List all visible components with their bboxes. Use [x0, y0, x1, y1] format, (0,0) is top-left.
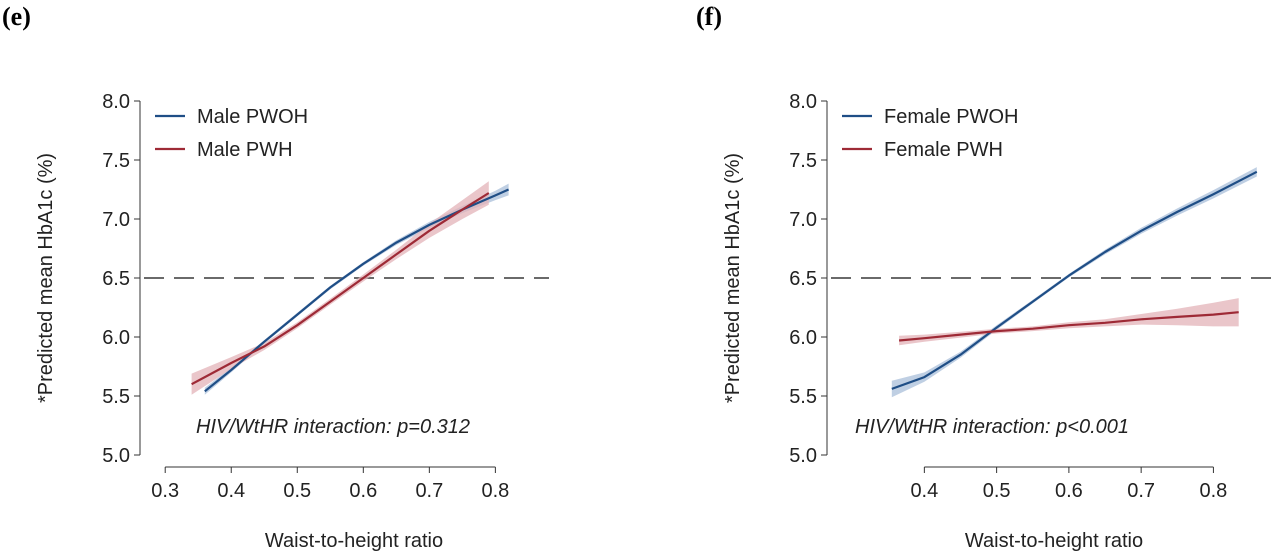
- y-tick-label: 5.5: [789, 386, 817, 408]
- confidence-band-1: [899, 298, 1239, 346]
- confidence-band-0: [891, 167, 1257, 398]
- y-tick-label: 6.0: [102, 327, 130, 349]
- panel-label-e: (e): [2, 2, 31, 31]
- y-tick-label: 7.0: [102, 209, 130, 231]
- x-tick-label: 0.7: [415, 480, 443, 502]
- x-tick-label: 0.6: [1055, 480, 1083, 502]
- chart-panel-1: 5.0 5.5 6.0 6.5 7.0 7.5 8.0 0.4 0.5 0.6 0.7 0.8 Fema…: [722, 91, 1278, 552]
- y-tick-label: 5.0: [102, 445, 130, 467]
- y-tick-label: 7.0: [789, 209, 817, 231]
- y-tick-label: 5.0: [789, 445, 817, 467]
- legend-label-1: Female PWH: [884, 139, 1003, 161]
- chart-panel-0: 5.0 5.5 6.0 6.5 7.0 7.5 8.0 0.3 0.4 0.5 0.6 0.7 0.8 M…: [35, 91, 549, 552]
- x-axis-label: Waist-to-height ratio: [965, 530, 1143, 552]
- y-tick-label: 6.5: [102, 268, 130, 290]
- x-tick-label: 0.8: [1200, 480, 1228, 502]
- y-tick-label: 6.5: [789, 268, 817, 290]
- x-tick-label: 0.5: [283, 480, 311, 502]
- y-axis-label: *Predicted mean HbA1c (%): [722, 153, 744, 403]
- panel-label-f: (f): [696, 2, 722, 31]
- y-tick-label: 8.0: [102, 91, 130, 113]
- x-tick-label: 0.8: [481, 480, 509, 502]
- y-tick-label: 6.0: [789, 327, 817, 349]
- x-tick-label: 0.5: [983, 480, 1011, 502]
- y-tick-label: 7.5: [102, 150, 130, 172]
- legend-label-0: Female PWOH: [884, 106, 1018, 128]
- y-tick-label: 7.5: [789, 150, 817, 172]
- x-tick-label: 0.4: [910, 480, 938, 502]
- legend-label-0: Male PWOH: [197, 106, 308, 128]
- x-tick-label: 0.6: [349, 480, 377, 502]
- series-line-1: [899, 311, 1239, 342]
- interaction-annotation: HIV/WtHR interaction: p<0.001: [855, 416, 1129, 438]
- series-line-0: [204, 188, 510, 393]
- confidence-band-1: [191, 181, 489, 395]
- x-axis-label: Waist-to-height ratio: [265, 530, 443, 552]
- y-tick-label: 8.0: [789, 91, 817, 113]
- y-axis-label: *Predicted mean HbA1c (%): [35, 153, 57, 403]
- series-line-0: [891, 170, 1258, 390]
- legend-label-1: Male PWH: [197, 139, 293, 161]
- x-tick-label: 0.7: [1127, 480, 1155, 502]
- interaction-annotation: HIV/WtHR interaction: p=0.312: [196, 416, 470, 438]
- series-line-1: [191, 192, 490, 386]
- y-tick-label: 5.5: [102, 386, 130, 408]
- x-tick-label: 0.4: [217, 480, 245, 502]
- x-tick-label: 0.3: [151, 480, 179, 502]
